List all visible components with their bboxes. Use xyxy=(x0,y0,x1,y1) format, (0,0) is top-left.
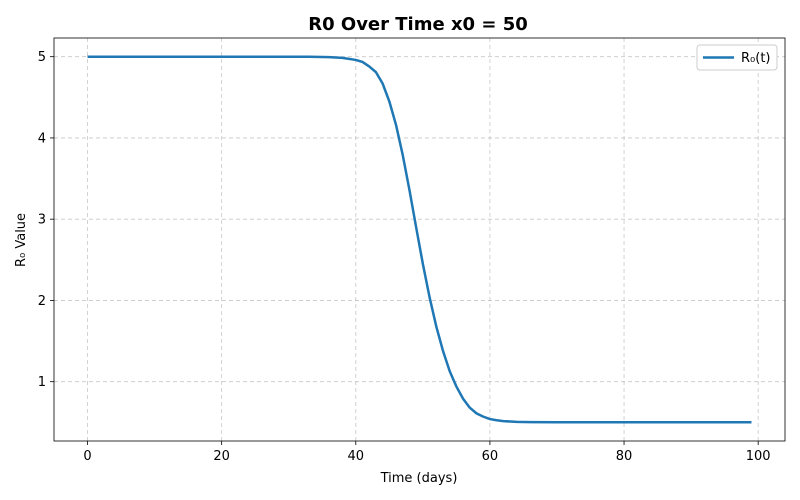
x-tick-label: 60 xyxy=(482,449,499,464)
series-layer xyxy=(87,55,752,424)
y-tick-label: 3 xyxy=(38,213,46,228)
plot-frame xyxy=(53,37,786,442)
x-axis-label: Time (days) xyxy=(380,471,458,486)
legend-box xyxy=(696,44,778,71)
y-tick-label: 5 xyxy=(38,50,46,65)
chart-title: R0 Over Time x0 = 50 xyxy=(308,14,528,35)
x-tick-label: 0 xyxy=(83,449,91,464)
x-tick-label: 20 xyxy=(213,449,230,464)
x-tick-label: 80 xyxy=(616,449,633,464)
x-tick-label: 100 xyxy=(746,449,771,464)
y-axis-ticks: 1 2 3 4 5 xyxy=(38,50,54,390)
y-axis-label: R₀ Value xyxy=(14,213,29,267)
legend-label: R₀(t) xyxy=(741,51,771,66)
y-tick-label: 4 xyxy=(38,131,46,146)
series-line-r0 xyxy=(87,55,752,424)
x-axis-ticks: 0 20 40 60 80 100 xyxy=(83,441,771,464)
x-tick-label: 40 xyxy=(348,449,365,464)
y-tick-label: 2 xyxy=(38,294,46,309)
legend: R₀(t) xyxy=(696,44,778,71)
y-tick-label: 1 xyxy=(38,375,46,390)
